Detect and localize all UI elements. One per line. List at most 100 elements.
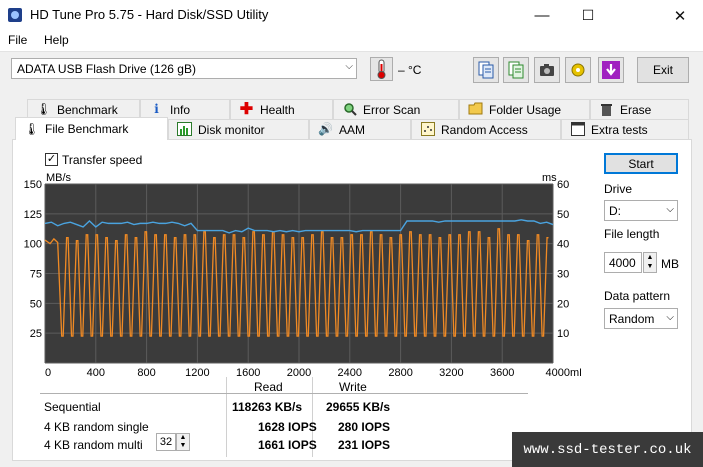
left-tick-label: 150: [24, 179, 42, 191]
right-tick-label: 30: [557, 269, 569, 281]
read-column-frame: [226, 377, 313, 457]
drive-label: Drive: [604, 182, 633, 196]
tab-folder-usage[interactable]: Folder Usage: [459, 99, 590, 119]
read-value: 118263 KB/s: [232, 400, 303, 414]
window-title: HD Tune Pro 5.75 - Hard Disk/SSD Utility: [30, 7, 269, 22]
row-label: Sequential: [44, 400, 101, 414]
read-header: Read: [254, 380, 283, 394]
menu-file[interactable]: File: [8, 33, 28, 47]
file-length-unit: MB: [661, 257, 679, 271]
tab-extra-tests[interactable]: Extra tests: [561, 119, 689, 139]
copy-text-icon: [478, 61, 494, 79]
left-tick-label: 75: [30, 269, 42, 281]
temperature-readout: – °C: [398, 63, 422, 77]
tab-random-access[interactable]: Random Access: [411, 119, 561, 139]
tab-error-scan[interactable]: Error Scan: [333, 99, 459, 119]
left-axis-unit: MB/s: [46, 172, 72, 184]
left-tick-label: 125: [24, 209, 42, 221]
menu-help[interactable]: Help: [44, 33, 69, 47]
menu-bar: [0, 31, 703, 52]
tab-label: Erase: [620, 102, 652, 117]
file-length-input[interactable]: 4000: [604, 252, 642, 273]
drive-letter-select[interactable]: D: ⌵: [604, 200, 678, 221]
save-button[interactable]: [598, 57, 624, 83]
data-pattern-value: Random: [609, 312, 655, 326]
copy-info-icon: [508, 61, 524, 79]
data-pattern-select[interactable]: Random ⌵: [604, 308, 678, 329]
app-icon: [8, 8, 22, 22]
x-tick-label: 1600: [236, 367, 260, 379]
temperature-button[interactable]: [370, 57, 393, 81]
chevron-down-icon: ⌵: [345, 61, 353, 72]
watermark: www.ssd-tester.co.uk: [512, 432, 703, 467]
magnifier-icon: [342, 102, 357, 117]
write-series-line: [44, 228, 549, 337]
tab-label: Disk monitor: [198, 122, 265, 137]
copy-info-button[interactable]: [503, 57, 529, 83]
tab-health[interactable]: ✚ Health: [230, 99, 333, 119]
x-tick-label: 3200: [439, 367, 463, 379]
transfer-speed-checkbox[interactable]: ✓: [45, 153, 58, 166]
close-button[interactable]: ✕: [673, 7, 687, 25]
health-cross-icon: ✚: [239, 101, 254, 118]
right-tick-label: 40: [557, 239, 569, 251]
write-value: 280 IOPS: [338, 420, 391, 434]
tab-file-benchmark[interactable]: 🌡 File Benchmark: [15, 117, 168, 140]
tab-label: Folder Usage: [489, 102, 562, 117]
exit-button[interactable]: Exit: [637, 57, 689, 83]
info-icon: i: [154, 102, 159, 116]
tab-label: AAM: [339, 122, 366, 137]
x-tick-label: 1200: [185, 367, 209, 379]
left-tick-label: 50: [30, 298, 42, 310]
write-value: 29655 KB/s: [326, 400, 391, 414]
random-access-icon: [420, 122, 435, 137]
tab-erase[interactable]: Erase: [590, 99, 689, 119]
tab-label: Benchmark: [57, 102, 118, 117]
file-benchmark-icon: 🌡: [24, 121, 40, 136]
file-length-spinner[interactable]: ▲ ▼: [643, 252, 657, 273]
right-tick-label: 50: [557, 209, 569, 221]
start-button[interactable]: Start: [604, 153, 678, 174]
queue-depth-spinner[interactable]: ▲ ▼: [176, 433, 190, 451]
right-tick-label: 60: [557, 179, 569, 191]
read-value: 1661 IOPS: [258, 438, 317, 452]
read-series-line: [44, 219, 554, 234]
x-tick-label: 400: [87, 367, 105, 379]
copy-text-button[interactable]: [473, 57, 499, 83]
minimize-button[interactable]: —: [534, 7, 550, 24]
plot-area: 0 400 800 1200 1600 2000 2400 2800 3200 3600 4000m…: [24, 179, 581, 379]
speaker-icon: 🔊: [318, 122, 333, 136]
tab-label: Random Access: [441, 122, 528, 137]
read-value: 1628 IOPS: [258, 420, 317, 434]
tab-label: Info: [170, 102, 191, 117]
maximize-button[interactable]: ☐: [581, 7, 595, 23]
tab-label: Health: [260, 102, 295, 117]
x-tick-label: 2400: [338, 367, 362, 379]
file-length-label: File length: [604, 227, 660, 241]
tab-label: Error Scan: [363, 102, 421, 117]
x-tick-label: 2800: [388, 367, 412, 379]
row-label: 4 KB random single: [44, 420, 149, 434]
screenshot-icon: [540, 64, 554, 76]
drive-select-value: ADATA USB Flash Drive (126 gB): [17, 62, 196, 76]
drive-select[interactable]: ADATA USB Flash Drive (126 gB) ⌵: [11, 58, 357, 79]
options-icon: [571, 63, 585, 77]
results-divider: [40, 393, 528, 394]
queue-depth-input[interactable]: 32: [156, 433, 176, 451]
thermometer-icon: [377, 59, 386, 79]
tab-disk-monitor[interactable]: Disk monitor: [168, 119, 309, 139]
extra-tests-icon: [570, 122, 585, 137]
x-tick-label: 2000: [287, 367, 311, 379]
tab-label: File Benchmark: [45, 122, 129, 136]
right-axis-unit: ms: [542, 172, 557, 184]
x-tick-label: 3600: [490, 367, 514, 379]
tab-info[interactable]: i Info: [140, 99, 230, 119]
options-button[interactable]: [565, 57, 591, 83]
title-bar: [0, 0, 703, 31]
tab-benchmark[interactable]: 🌡 Benchmark: [27, 99, 140, 119]
data-pattern-label: Data pattern: [604, 289, 671, 303]
left-tick-label: 100: [24, 239, 42, 251]
chevron-down-icon: ⌵: [666, 204, 674, 215]
tab-aam[interactable]: 🔊 AAM: [309, 119, 411, 139]
screenshot-button[interactable]: [534, 57, 560, 83]
